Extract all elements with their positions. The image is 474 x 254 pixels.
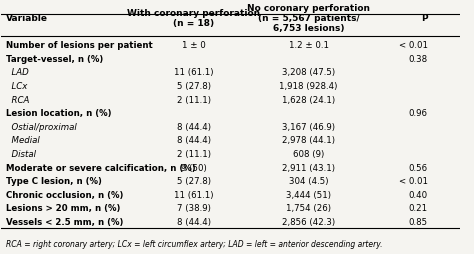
Text: 11 (61.1): 11 (61.1) xyxy=(174,68,214,77)
Text: Medial: Medial xyxy=(6,136,40,145)
Text: P: P xyxy=(421,14,428,23)
Text: 0.96: 0.96 xyxy=(409,109,428,118)
Text: 1,754 (26): 1,754 (26) xyxy=(286,203,331,212)
Text: 2 (11.1): 2 (11.1) xyxy=(177,149,211,158)
Text: 0.40: 0.40 xyxy=(409,190,428,199)
Text: 1,628 (24.1): 1,628 (24.1) xyxy=(282,95,335,104)
Text: No coronary perforation
(n = 5,567 patients/
6,753 lesions): No coronary perforation (n = 5,567 patie… xyxy=(247,4,370,33)
Text: Vessels < 2.5 mm, n (%): Vessels < 2.5 mm, n (%) xyxy=(6,217,123,226)
Text: Number of lesions per patient: Number of lesions per patient xyxy=(6,41,153,50)
Text: 0.56: 0.56 xyxy=(409,163,428,172)
Text: Lesion location, n (%): Lesion location, n (%) xyxy=(6,109,111,118)
Text: Ostial/proximal: Ostial/proximal xyxy=(6,122,77,131)
Text: Target-vessel, n (%): Target-vessel, n (%) xyxy=(6,55,103,64)
Text: 0.21: 0.21 xyxy=(409,203,428,212)
Text: With coronary perforation
(n = 18): With coronary perforation (n = 18) xyxy=(128,9,261,28)
Text: 8 (44.4): 8 (44.4) xyxy=(177,122,211,131)
Text: LCx: LCx xyxy=(6,82,27,91)
Text: Distal: Distal xyxy=(6,149,36,158)
Text: 0.85: 0.85 xyxy=(409,217,428,226)
Text: 2,856 (42.3): 2,856 (42.3) xyxy=(282,217,335,226)
Text: RCA = right coronary artery; LCx = left circumflex artery; LAD = left = anterior: RCA = right coronary artery; LCx = left … xyxy=(6,239,383,248)
Text: Type C lesion, n (%): Type C lesion, n (%) xyxy=(6,177,102,185)
Text: 0.38: 0.38 xyxy=(409,55,428,64)
Text: < 0.01: < 0.01 xyxy=(399,177,428,185)
Text: 7 (38.9): 7 (38.9) xyxy=(177,203,211,212)
Text: Moderate or severe calcification, n (%): Moderate or severe calcification, n (%) xyxy=(6,163,196,172)
Text: LAD: LAD xyxy=(6,68,29,77)
Text: 304 (4.5): 304 (4.5) xyxy=(289,177,328,185)
Text: 2 (11.1): 2 (11.1) xyxy=(177,95,211,104)
Text: 9 (50): 9 (50) xyxy=(181,163,207,172)
Text: 1 ± 0: 1 ± 0 xyxy=(182,41,206,50)
Text: 8 (44.4): 8 (44.4) xyxy=(177,136,211,145)
Text: Chronic occlusion, n (%): Chronic occlusion, n (%) xyxy=(6,190,123,199)
Text: Variable: Variable xyxy=(6,14,48,23)
Text: 2,911 (43.1): 2,911 (43.1) xyxy=(282,163,335,172)
Text: 1,918 (928.4): 1,918 (928.4) xyxy=(279,82,337,91)
Text: RCA: RCA xyxy=(6,95,29,104)
Text: 3,167 (46.9): 3,167 (46.9) xyxy=(282,122,335,131)
Text: 8 (44.4): 8 (44.4) xyxy=(177,217,211,226)
Text: 5 (27.8): 5 (27.8) xyxy=(177,177,211,185)
Text: 3,208 (47.5): 3,208 (47.5) xyxy=(282,68,335,77)
Text: 3,444 (51): 3,444 (51) xyxy=(286,190,331,199)
Text: < 0.01: < 0.01 xyxy=(399,41,428,50)
Text: 1.2 ± 0.1: 1.2 ± 0.1 xyxy=(289,41,328,50)
Text: 2,978 (44.1): 2,978 (44.1) xyxy=(282,136,335,145)
Text: 608 (9): 608 (9) xyxy=(293,149,324,158)
Text: Lesions > 20 mm, n (%): Lesions > 20 mm, n (%) xyxy=(6,203,120,212)
Text: 11 (61.1): 11 (61.1) xyxy=(174,190,214,199)
Text: 5 (27.8): 5 (27.8) xyxy=(177,82,211,91)
